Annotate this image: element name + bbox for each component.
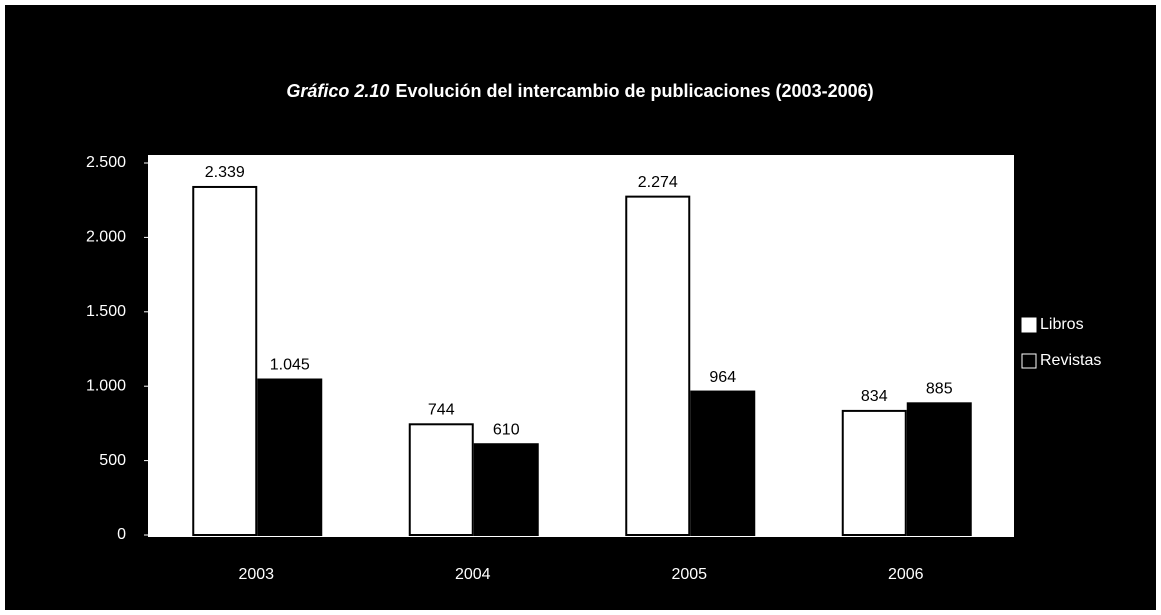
y-tick-label: 2.500: [86, 154, 126, 171]
bar: [192, 185, 258, 537]
bar: [408, 423, 474, 536]
x-tick-label: 2005: [671, 566, 707, 583]
chart-title: Gráfico 2.10 Evolución del intercambio de…: [286, 81, 873, 101]
bar: [906, 402, 972, 537]
value-label: 1.045: [270, 357, 310, 374]
legend-swatch: [1021, 353, 1037, 369]
bar: [625, 195, 691, 536]
bar: [841, 409, 907, 536]
value-label: 885: [926, 381, 953, 398]
value-label: 834: [861, 388, 888, 405]
legend-label: Libros: [1040, 316, 1084, 333]
value-label: 2.339: [205, 164, 245, 181]
bar: [473, 443, 539, 536]
value-label: 964: [709, 369, 736, 386]
x-tick-label: 2004: [455, 566, 491, 583]
y-tick-label: 1.500: [86, 303, 126, 320]
legend-label: Revistas: [1040, 352, 1101, 369]
title-text: Evolución del intercambio de publicacion…: [395, 81, 873, 101]
legend-swatch: [1021, 317, 1037, 333]
title-label: Gráfico 2.10: [286, 81, 389, 101]
y-tick-label: 500: [99, 452, 126, 469]
x-tick-label: 2006: [888, 566, 924, 583]
value-label: 744: [428, 402, 455, 419]
x-tick-label: 2003: [238, 566, 274, 583]
value-label: 610: [493, 421, 520, 438]
bar: [257, 378, 323, 536]
y-tick-label: 0: [117, 526, 126, 543]
bar: [690, 390, 756, 536]
y-tick-label: 1.000: [86, 377, 126, 394]
y-tick-label: 2.000: [86, 229, 126, 246]
value-label: 2.274: [638, 174, 678, 191]
